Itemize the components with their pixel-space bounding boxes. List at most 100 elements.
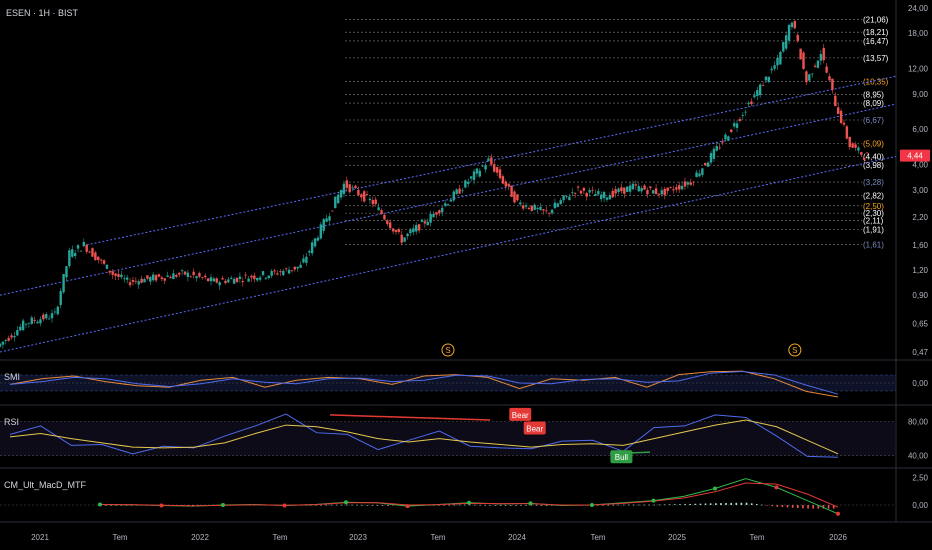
macd-histogram-bar xyxy=(761,504,763,506)
candle-body xyxy=(166,275,169,277)
candle-body xyxy=(588,190,591,193)
candle-body xyxy=(704,162,707,166)
macd-histogram-bar xyxy=(120,505,123,506)
smi-marker-label: S xyxy=(792,346,797,355)
macd-title: CM_Ult_MacD_MTF xyxy=(4,480,87,490)
candle-body xyxy=(758,84,762,96)
candle-body xyxy=(368,198,372,201)
candle-body xyxy=(738,119,742,121)
candle-body xyxy=(279,271,282,273)
macd-histogram-bar xyxy=(125,505,128,506)
candle-body xyxy=(388,222,392,229)
candle-body xyxy=(646,190,649,195)
candle-body xyxy=(764,76,768,81)
candle-body xyxy=(750,101,753,105)
macd-histogram-bar xyxy=(807,505,809,509)
grid xyxy=(0,0,932,523)
candle-body xyxy=(85,244,88,252)
channel-middle xyxy=(0,103,897,296)
candle-body xyxy=(264,277,268,279)
candle-body xyxy=(484,165,487,170)
level-label: (16,47) xyxy=(863,37,889,46)
candle-body xyxy=(68,250,71,267)
candle-body xyxy=(709,153,713,163)
level-label: (21,06) xyxy=(863,15,889,24)
macd-histogram-bar xyxy=(827,505,830,509)
smi-marker-circle xyxy=(788,343,802,357)
macd-histogram-bar xyxy=(474,504,476,506)
macd-histogram-bar xyxy=(750,503,753,505)
candle-body xyxy=(287,269,291,274)
macd-histogram-bar xyxy=(612,504,615,506)
macd-histogram-bar xyxy=(448,504,451,506)
indicator-panels: 0,00 S S 80,00 40,00 Bear Bear Bull 2,50 0,00 xyxy=(0,343,929,516)
macd-histogram-bar xyxy=(335,504,338,506)
level-label: (3,98) xyxy=(863,161,884,170)
macd-histogram-bar xyxy=(504,505,507,506)
price-tick-label: 3,00 xyxy=(912,186,928,195)
candle-body xyxy=(435,212,438,215)
channel-lower xyxy=(0,155,897,353)
macd-histogram-bar xyxy=(463,504,466,506)
candle-body xyxy=(449,200,453,202)
candle-body xyxy=(114,273,117,277)
rsi-ma-line xyxy=(9,419,839,455)
last-price-label: 4,44 xyxy=(907,152,923,161)
level-label: (4,40) xyxy=(863,152,884,161)
macd-histogram-bar xyxy=(540,505,543,506)
candle-body xyxy=(409,229,412,234)
smi-title: SMI xyxy=(4,372,20,382)
price-tick-label: 0,90 xyxy=(912,291,928,300)
macd-histogram-bar xyxy=(525,504,527,506)
candle-body xyxy=(192,271,195,276)
candle-body xyxy=(423,221,427,224)
candle-body xyxy=(151,274,155,281)
macd-histogram-bar xyxy=(694,503,697,505)
time-tick-label: Tem xyxy=(112,533,127,542)
macd-histogram-bar xyxy=(346,504,348,506)
candle-body xyxy=(253,275,256,280)
candle-body xyxy=(325,218,328,222)
candle-body xyxy=(602,191,606,199)
candle-body xyxy=(547,212,551,214)
macd-histogram-bar xyxy=(832,505,835,509)
candle-body xyxy=(808,74,811,81)
price-tick-label: 2,20 xyxy=(912,213,928,222)
candle-body xyxy=(351,187,354,189)
candle-body xyxy=(637,186,640,192)
candle-body xyxy=(30,317,33,324)
candle-body xyxy=(536,207,539,210)
candle-body xyxy=(331,210,334,212)
bear-divergence-line xyxy=(329,414,491,421)
time-axis: 2021 Tem 2022 Tem 2023 Tem 2024 Tem 2025 Tem 2026 xyxy=(31,533,847,542)
candle-body xyxy=(313,238,317,247)
macd-histogram-bar xyxy=(515,505,517,506)
macd-histogram-bar xyxy=(745,502,748,505)
candle-body xyxy=(773,65,776,69)
candle-body xyxy=(611,190,614,198)
level-label: (2,11) xyxy=(863,217,884,226)
macd-histogram-bar xyxy=(684,504,686,505)
macd-cross-dot xyxy=(774,485,779,490)
candle-body xyxy=(813,65,817,67)
candle-body xyxy=(172,273,175,280)
price-tick-label: 18,00 xyxy=(908,29,929,38)
time-tick-label: 2022 xyxy=(191,533,209,542)
level-label: (2,50) xyxy=(863,202,884,211)
time-tick-label: Tem xyxy=(749,533,764,542)
smi-signal-line xyxy=(9,370,839,395)
time-tick-label: Tem xyxy=(272,533,287,542)
candle-body xyxy=(845,126,849,139)
candle-body xyxy=(82,242,86,247)
macd-histogram-bar xyxy=(520,504,522,506)
level-label: (5,09) xyxy=(863,140,884,149)
candle-body xyxy=(345,180,349,188)
rsi-annotation-label: Bull xyxy=(615,453,629,462)
candle-body xyxy=(782,42,785,52)
smi-line xyxy=(9,370,839,398)
candle-body xyxy=(357,189,360,196)
candle-body xyxy=(1,341,5,345)
candle-body xyxy=(99,259,103,261)
candle-body xyxy=(125,277,129,280)
macd-histogram-bar xyxy=(330,504,333,506)
